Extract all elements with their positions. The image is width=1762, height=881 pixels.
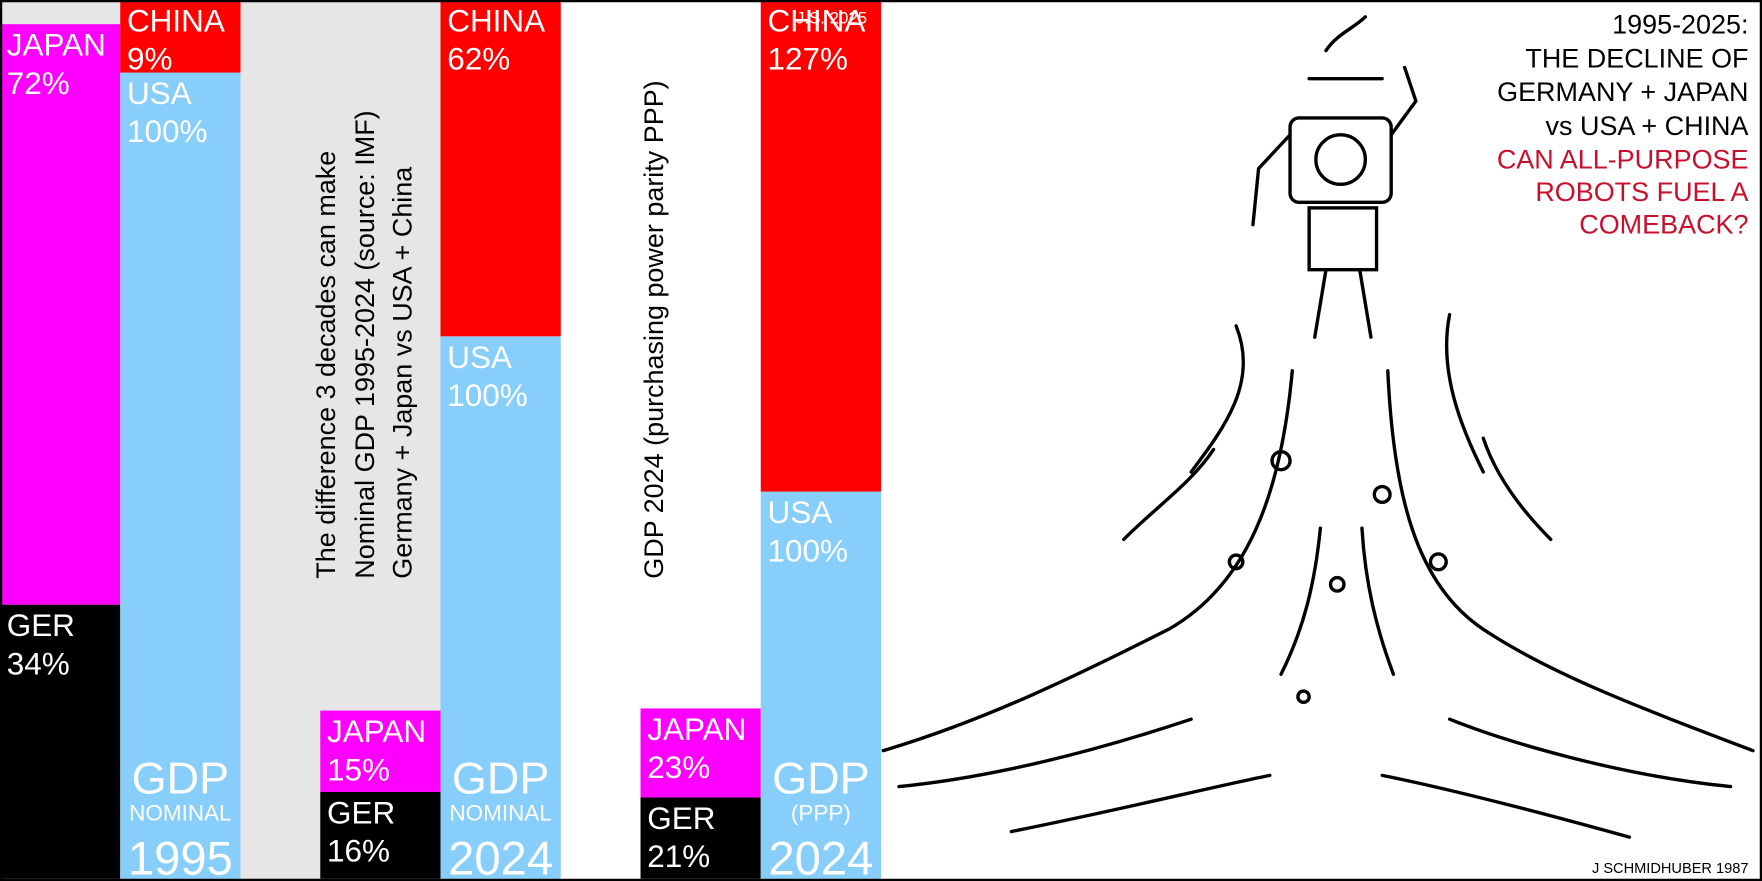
segment-name: USA [768,495,833,530]
group-label: GDP [452,752,549,803]
title: THE DECLINE OF [1525,43,1748,73]
note: Germany + Japan vs USA + China [387,167,417,579]
segment-name: GER [647,801,715,836]
illustration [881,15,1755,839]
segment-value: 15% [327,752,390,787]
group-label: GDP [772,752,869,803]
segment-name: GER [327,795,395,830]
note: The difference 3 decades can make [311,151,341,579]
bar-segment [320,791,441,879]
bar-segment [320,710,441,792]
bar-segment [440,0,561,337]
segment-name: CHINA [127,3,225,38]
segment-value: 100% [768,533,848,568]
segment-value: 16% [327,834,390,869]
group-label: 2024 [448,832,553,881]
title: GERMANY + JAPAN [1497,77,1748,107]
segment-name: GER [7,608,75,643]
note: GDP 2024 (purchasing power parity PPP) [639,80,669,578]
segment-name: JAPAN [7,28,106,63]
group-label: (PPP) [791,800,851,825]
subtitle: COMEBACK? [1579,210,1748,240]
group-label: 2024 [768,832,873,881]
segment-name: JAPAN [327,714,426,749]
segment-value: 100% [127,114,207,149]
bar-segment [120,0,241,73]
segment-value: 127% [768,42,848,77]
bar-segment [640,797,761,879]
credit: J SCHMIDHUBER 1987 [1592,861,1749,877]
segment-name: CHINA [768,3,866,38]
segment-value: 9% [127,42,172,77]
bar-segment [760,491,881,879]
bar-segment [120,72,241,879]
segment-value: 23% [647,750,710,785]
bar-segment [640,708,761,798]
credit: J.S. 2025 [796,9,867,28]
subtitle: ROBOTS FUEL A [1535,177,1748,207]
segment-value: 72% [7,66,70,101]
segment-value: 21% [647,839,710,874]
segment-name: USA [127,76,192,111]
segment-value: 62% [447,42,510,77]
group-label: NOMINAL [449,800,551,825]
subtitle: CAN ALL-PURPOSE [1497,145,1749,175]
segment-name: USA [447,340,512,375]
title: vs USA + CHINA [1546,111,1749,141]
bar-segment [0,24,121,605]
bar-segment [760,0,881,492]
segment-value: 100% [447,378,527,413]
segment-value: 34% [7,646,70,681]
segment-name: JAPAN [647,712,746,747]
bar-segment [0,604,121,879]
group-label: GDP [132,752,229,803]
group-label: 1995 [128,832,233,881]
group-label: NOMINAL [129,800,231,825]
segment-name: CHINA [447,3,545,38]
bar-segment [440,336,561,879]
note: Nominal GDP 1995-2024 (source: IMF) [350,110,380,578]
title: 1995-2025: [1612,10,1748,40]
